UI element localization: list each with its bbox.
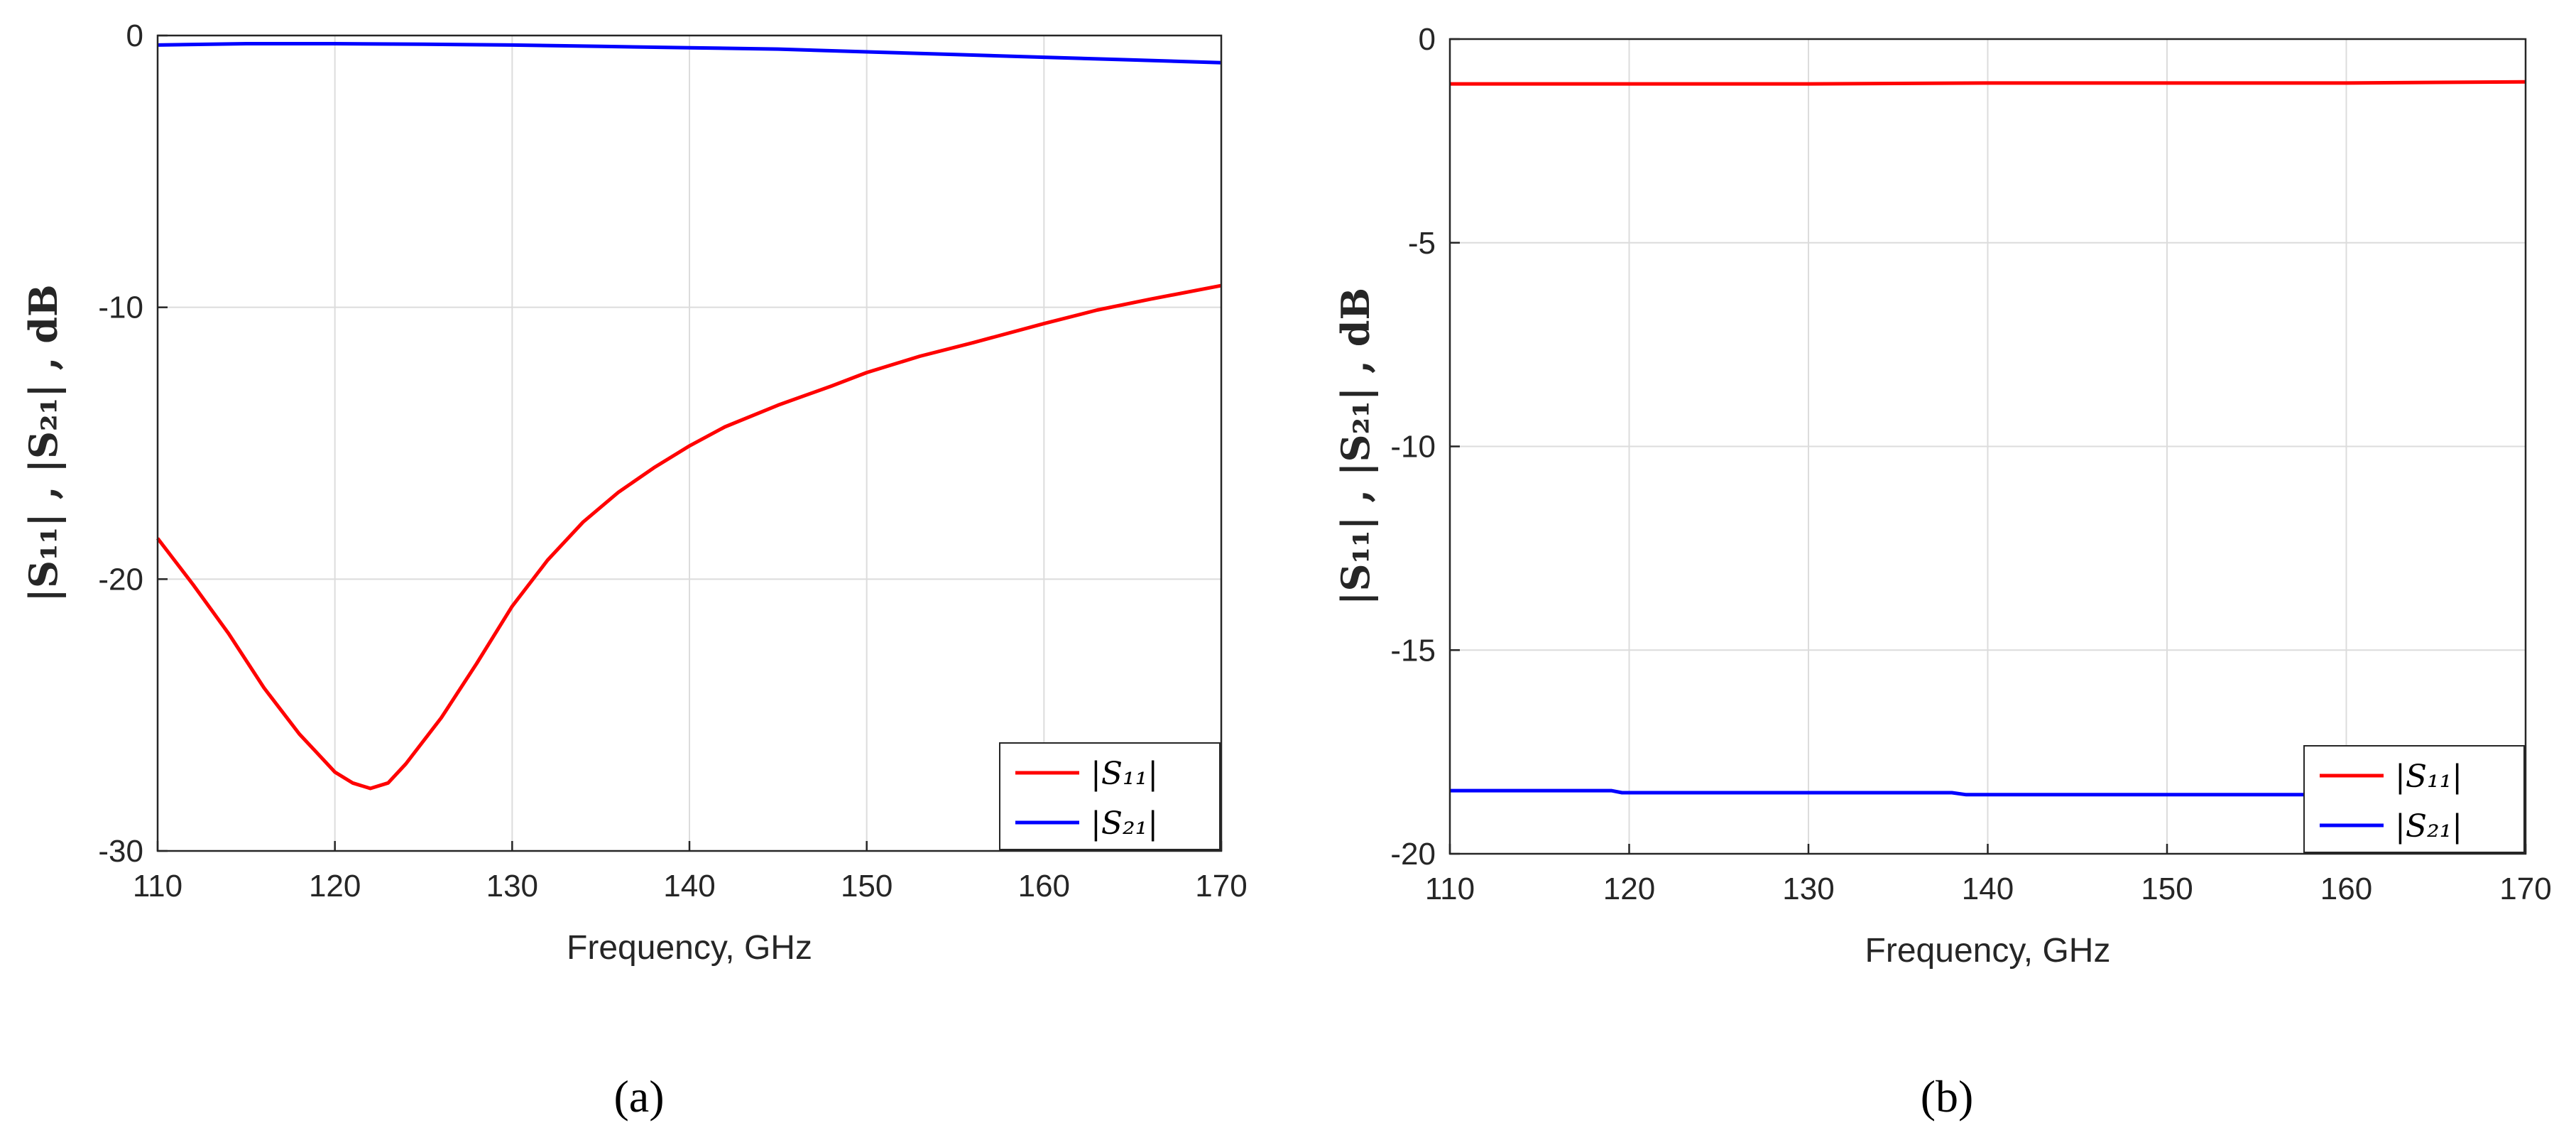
series-line-s11 bbox=[156, 283, 1222, 791]
y-tick-label: -20 bbox=[1390, 837, 1436, 872]
legend-label: |S₁₁| bbox=[1091, 756, 1158, 792]
y-tick-label: -20 bbox=[98, 562, 143, 597]
x-tick-label: 120 bbox=[309, 869, 361, 903]
x-tick-label: 160 bbox=[1018, 869, 1070, 903]
series-line-s11 bbox=[1450, 80, 2526, 86]
legend-box bbox=[999, 742, 1221, 850]
x-tick-label: 160 bbox=[2320, 872, 2372, 906]
legend-label: |S₁₁| bbox=[2395, 759, 2462, 795]
y-tick-label: -10 bbox=[1390, 430, 1436, 465]
chart-panel-a: 110 120 130 140 150 160 170 0 -10 -20 -30 Frequency… bbox=[21, 18, 1248, 1122]
legend-label: |S₂₁| bbox=[1091, 805, 1158, 842]
x-axis-title: Frequency, GHz bbox=[1865, 932, 2111, 970]
y-tick-label: -5 bbox=[1408, 226, 1436, 261]
x-tick-label: 150 bbox=[2141, 872, 2193, 906]
x-tick-label: 150 bbox=[841, 869, 893, 903]
x-tick-label: 140 bbox=[663, 869, 715, 903]
y-tick-label: -30 bbox=[98, 834, 143, 869]
chart-panel-b: 110 120 130 140 150 160 170 0 -5 -10 -15 -20 Frequen… bbox=[1333, 22, 2552, 1122]
x-tick-label: 130 bbox=[486, 869, 538, 903]
panel-label: (b) bbox=[1921, 1071, 1974, 1122]
x-tick-label: 110 bbox=[133, 869, 182, 903]
y-axis-title: |S₁₁| , |S₂₁| , dB bbox=[21, 284, 67, 602]
x-tick-label: 130 bbox=[1782, 872, 1834, 906]
x-tick-label: 120 bbox=[1603, 872, 1655, 906]
y-tick-label: -15 bbox=[1390, 633, 1436, 668]
y-tick-label: 0 bbox=[1419, 22, 1436, 57]
y-axis-title: |S₁₁| , |S₂₁| , dB bbox=[1333, 288, 1379, 605]
x-tick-label: 170 bbox=[1195, 869, 1247, 903]
legend-label: |S₂₁| bbox=[2395, 808, 2462, 845]
y-tick-label: -10 bbox=[98, 291, 143, 325]
x-axis-title: Frequency, GHz bbox=[567, 929, 812, 967]
x-tick-label: 170 bbox=[2499, 872, 2551, 906]
x-tick-label: 140 bbox=[1962, 872, 2014, 906]
panel-label: (a) bbox=[613, 1071, 664, 1122]
y-tick-label: 0 bbox=[126, 18, 143, 53]
series-line-s21 bbox=[157, 42, 1222, 65]
x-tick-label: 110 bbox=[1425, 872, 1475, 906]
legend-box bbox=[2303, 745, 2525, 853]
